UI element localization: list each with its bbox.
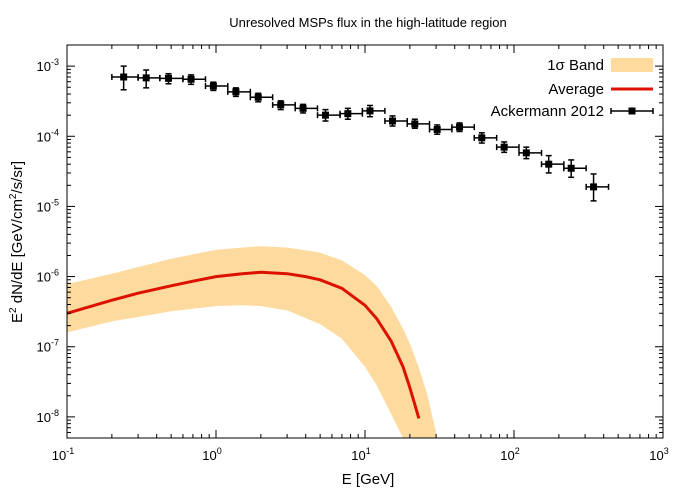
x-tick-label: 100: [202, 446, 221, 463]
data-marker: [344, 110, 352, 118]
legend: 1σ Band Average Ackermann 2012: [491, 57, 654, 120]
y-axis-label: E2 dN/dE [GeV/cm2/s/sr]: [8, 161, 26, 323]
data-point: [227, 87, 252, 98]
data-point: [249, 92, 274, 103]
y-tick-label: 10-7: [37, 338, 59, 355]
data-point: [384, 115, 408, 127]
x-tick-label: 102: [500, 446, 519, 463]
y-tick-label: 10-6: [37, 268, 59, 285]
data-marker: [209, 82, 217, 90]
data-point: [585, 173, 610, 202]
series-group: [67, 246, 437, 438]
x-tick-label: 103: [649, 446, 668, 463]
y-tick-label: 10-5: [37, 197, 59, 214]
data-marker: [254, 93, 262, 101]
data-point: [111, 65, 139, 91]
data-marker: [500, 143, 508, 151]
y-tick-label: 10-8: [37, 408, 59, 425]
data-marker: [411, 120, 419, 128]
data-point: [137, 69, 161, 89]
data-marker: [433, 125, 441, 133]
data-marker: [590, 183, 598, 191]
data-marker: [545, 160, 553, 168]
data-point: [182, 74, 207, 86]
data-point: [563, 159, 587, 179]
data-point: [339, 107, 364, 120]
data-marker: [389, 117, 397, 125]
legend-swatch-band: [611, 58, 653, 72]
data-point: [451, 122, 475, 133]
data-marker: [478, 134, 486, 142]
chart-title: Unresolved MSPs flux in the high-latitud…: [229, 15, 506, 30]
y-tick-label: 10-4: [37, 127, 59, 144]
x-tick-label: 10-1: [52, 446, 74, 463]
legend-label-band: 1σ Band: [547, 57, 604, 74]
legend-label-data: Ackermann 2012: [491, 103, 604, 120]
data-marker: [522, 149, 530, 157]
data-marker: [366, 107, 374, 115]
data-marker: [120, 73, 128, 81]
data-point: [271, 100, 296, 111]
data-marker: [187, 75, 195, 83]
data-point: [204, 81, 229, 92]
sigma-band-area: [67, 246, 437, 438]
data-point: [473, 132, 498, 144]
legend-swatch-data-marker: [628, 107, 636, 115]
data-point: [159, 72, 184, 85]
data-marker: [142, 74, 150, 82]
y-tick-label: 10-3: [37, 57, 59, 74]
data-point: [518, 146, 543, 160]
data-marker: [567, 164, 575, 172]
data-point: [495, 141, 520, 154]
legend-label-average: Average: [548, 81, 604, 98]
average-line: [67, 270, 421, 419]
x-tick-label: 101: [351, 446, 370, 463]
data-marker: [456, 123, 464, 131]
data-point: [406, 118, 431, 130]
data-point: [316, 108, 341, 122]
data-marker: [165, 74, 173, 82]
data-marker: [277, 101, 285, 109]
axes: 10-1 100 101 102 103 10-8 10-7 10-6 10-5 10-4 10-3: [37, 44, 669, 463]
data-point: [294, 103, 319, 114]
x-axis-label: E [GeV]: [342, 471, 395, 488]
plot-area: [67, 65, 610, 438]
data-point: [428, 124, 453, 135]
data-marker: [299, 104, 307, 112]
data-point: [540, 154, 565, 174]
data-marker: [321, 111, 329, 119]
data-marker: [232, 88, 240, 96]
data-point: [361, 104, 386, 118]
